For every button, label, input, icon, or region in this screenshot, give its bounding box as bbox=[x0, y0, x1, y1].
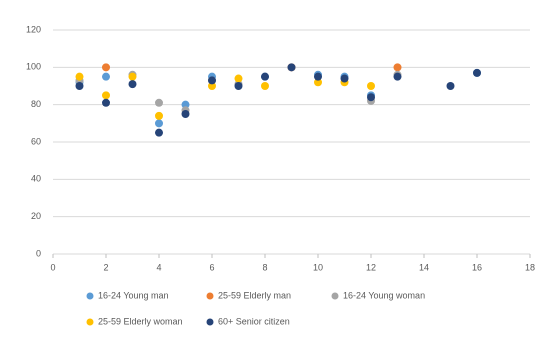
legend-label: 25-59 Elderly woman bbox=[98, 316, 183, 326]
point bbox=[208, 76, 216, 85]
point bbox=[155, 98, 163, 107]
point bbox=[261, 72, 269, 81]
point bbox=[155, 111, 163, 120]
point bbox=[128, 80, 137, 89]
x-tick-label: 10 bbox=[313, 262, 323, 272]
point bbox=[393, 72, 402, 81]
y-tick-label: 40 bbox=[31, 174, 41, 184]
x-tick-label: 8 bbox=[262, 262, 267, 272]
point bbox=[208, 82, 216, 90]
point bbox=[102, 98, 110, 107]
point bbox=[75, 72, 84, 81]
point bbox=[234, 82, 243, 90]
y-tick-label: 100 bbox=[26, 62, 41, 72]
legend-label: 60+ Senior citizen bbox=[218, 316, 290, 326]
x-tick-label: 16 bbox=[472, 262, 482, 272]
legend-label: 16-24 Young woman bbox=[343, 290, 425, 300]
point bbox=[340, 74, 349, 83]
x-tick-label: 0 bbox=[50, 262, 55, 272]
legend-marker bbox=[86, 292, 94, 300]
legend-marker bbox=[331, 292, 339, 300]
legend-label: 25-59 Elderly man bbox=[218, 290, 291, 300]
x-tick-label: 14 bbox=[419, 262, 429, 272]
point bbox=[75, 82, 84, 90]
point bbox=[393, 63, 402, 72]
point bbox=[446, 82, 455, 90]
legend-label: 16-24 Young man bbox=[98, 290, 169, 300]
y-tick-label: 60 bbox=[31, 136, 41, 146]
point bbox=[234, 74, 243, 83]
point bbox=[287, 63, 296, 72]
point bbox=[102, 63, 110, 72]
y-tick-label: 20 bbox=[31, 211, 41, 221]
point bbox=[181, 110, 190, 118]
legend-marker bbox=[86, 318, 94, 326]
x-tick-label: 6 bbox=[209, 262, 214, 272]
x-tick-label: 2 bbox=[103, 262, 108, 272]
x-tick-label: 4 bbox=[156, 262, 161, 272]
point bbox=[367, 82, 375, 90]
point bbox=[473, 68, 481, 77]
x-tick-label: 18 bbox=[525, 262, 535, 272]
y-tick-label: 120 bbox=[26, 24, 41, 34]
point bbox=[314, 78, 322, 87]
y-tick-label: 0 bbox=[36, 248, 41, 258]
legend-marker bbox=[206, 318, 214, 326]
point bbox=[261, 82, 269, 90]
point bbox=[155, 119, 163, 128]
y-tick-label: 80 bbox=[31, 99, 41, 109]
point bbox=[102, 91, 110, 100]
point bbox=[367, 93, 375, 102]
point bbox=[181, 100, 190, 109]
x-tick-label: 12 bbox=[366, 262, 376, 272]
point bbox=[155, 128, 163, 137]
legend-marker bbox=[206, 292, 214, 300]
point bbox=[128, 72, 137, 81]
point bbox=[102, 72, 110, 81]
point bbox=[314, 72, 322, 81]
